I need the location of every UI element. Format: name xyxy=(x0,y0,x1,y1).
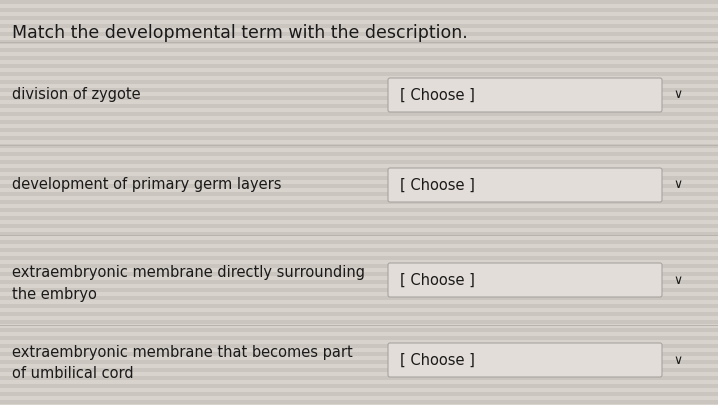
Bar xyxy=(0,280,718,284)
Bar xyxy=(0,160,718,164)
Bar xyxy=(0,64,718,68)
Bar xyxy=(0,360,718,364)
Bar xyxy=(0,232,718,236)
Bar xyxy=(0,240,718,244)
Bar xyxy=(0,384,718,388)
Bar xyxy=(0,288,718,292)
Text: [ Choose ]: [ Choose ] xyxy=(400,177,475,192)
Bar xyxy=(0,248,718,252)
Bar xyxy=(0,312,718,316)
Bar xyxy=(0,56,718,60)
FancyBboxPatch shape xyxy=(388,78,662,112)
Text: [ Choose ]: [ Choose ] xyxy=(400,352,475,367)
FancyBboxPatch shape xyxy=(388,343,662,377)
Bar xyxy=(0,304,718,308)
Text: ∨: ∨ xyxy=(673,273,683,286)
Text: ∨: ∨ xyxy=(673,89,683,102)
Bar xyxy=(0,352,718,356)
Bar xyxy=(0,144,718,148)
Bar xyxy=(0,328,718,332)
Bar xyxy=(0,264,718,268)
Bar xyxy=(0,272,718,276)
Bar xyxy=(0,376,718,380)
Bar xyxy=(0,72,718,76)
Text: [ Choose ]: [ Choose ] xyxy=(400,87,475,102)
Bar xyxy=(0,224,718,228)
Bar xyxy=(0,96,718,100)
Bar xyxy=(0,168,718,172)
Bar xyxy=(0,136,718,140)
Bar xyxy=(0,112,718,116)
Bar xyxy=(0,88,718,92)
Bar xyxy=(0,152,718,156)
Text: the embryo: the embryo xyxy=(12,286,97,301)
Text: development of primary germ layers: development of primary germ layers xyxy=(12,177,281,192)
Text: extraembryonic membrane that becomes part: extraembryonic membrane that becomes par… xyxy=(12,345,353,360)
Bar xyxy=(0,120,718,124)
Bar xyxy=(0,368,718,372)
Text: ∨: ∨ xyxy=(673,354,683,367)
Text: division of zygote: division of zygote xyxy=(12,87,141,102)
Text: Match the developmental term with the description.: Match the developmental term with the de… xyxy=(12,24,467,42)
Bar xyxy=(0,0,718,4)
Bar xyxy=(0,400,718,404)
Bar xyxy=(0,344,718,348)
Bar xyxy=(0,176,718,180)
Bar xyxy=(0,320,718,324)
Bar xyxy=(0,336,718,340)
Bar xyxy=(0,40,718,44)
Bar xyxy=(0,392,718,396)
Bar xyxy=(0,192,718,196)
Bar xyxy=(0,184,718,188)
Bar xyxy=(0,296,718,300)
Bar xyxy=(0,128,718,132)
Bar xyxy=(0,48,718,52)
Bar xyxy=(0,200,718,204)
Bar xyxy=(0,24,718,28)
Text: extraembryonic membrane directly surrounding: extraembryonic membrane directly surroun… xyxy=(12,266,365,281)
Text: [ Choose ]: [ Choose ] xyxy=(400,273,475,288)
Bar xyxy=(0,32,718,36)
Bar xyxy=(0,208,718,212)
Bar xyxy=(0,8,718,12)
FancyBboxPatch shape xyxy=(388,168,662,202)
Text: ∨: ∨ xyxy=(673,179,683,192)
Bar xyxy=(0,104,718,108)
Bar xyxy=(0,216,718,220)
Text: of umbilical cord: of umbilical cord xyxy=(12,367,134,382)
FancyBboxPatch shape xyxy=(388,263,662,297)
Bar xyxy=(0,256,718,260)
Bar xyxy=(0,80,718,84)
Bar xyxy=(0,16,718,20)
